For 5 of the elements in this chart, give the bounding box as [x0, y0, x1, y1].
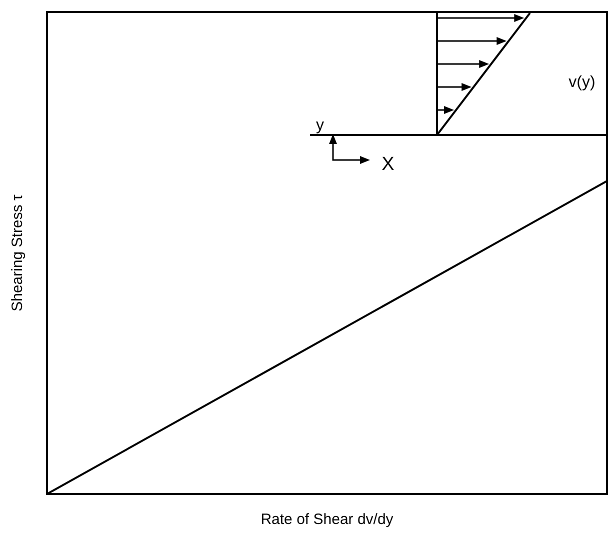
text: v(y): [568, 74, 596, 91]
y-axis-title: Shearing Stress τ: [9, 194, 26, 312]
x-axis-title: Rate of Shear dv/dy: [260, 511, 394, 528]
text: y: [316, 117, 324, 134]
text: X: [382, 154, 395, 175]
